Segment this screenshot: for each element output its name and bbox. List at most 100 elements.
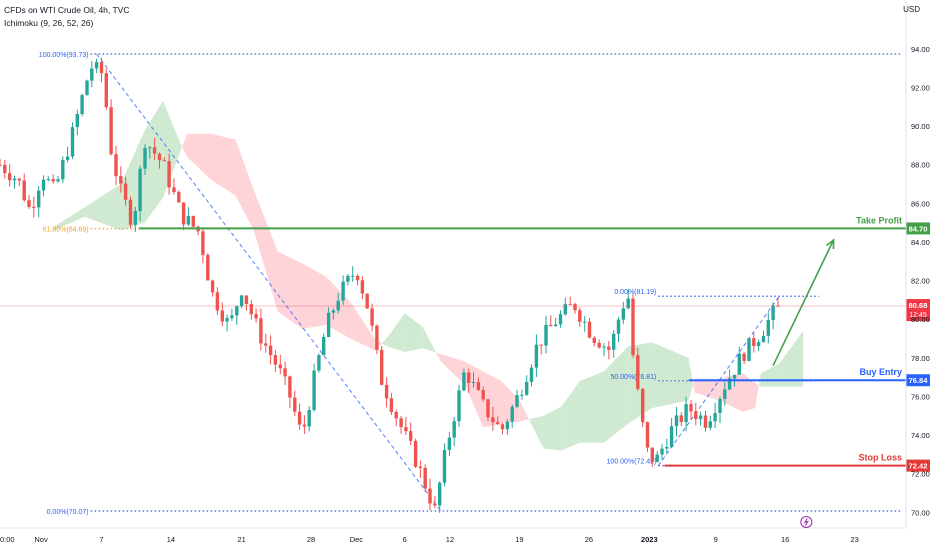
candle-body (99, 62, 104, 74)
candle-body (727, 378, 732, 390)
candle-body (573, 304, 577, 311)
fib-down-label: 0.00%(70.07) (47, 509, 89, 516)
indicator-legend[interactable]: Ichimoku (9, 26, 52, 26) (4, 18, 94, 28)
candle-body (162, 160, 166, 162)
candle-body (254, 314, 258, 319)
candle-body (12, 178, 17, 181)
candle-body (597, 342, 601, 348)
candle-body (766, 320, 770, 336)
candle-body (616, 319, 621, 334)
candle-body (399, 418, 403, 428)
kumo-segment (277, 251, 302, 329)
lightning-glyph (803, 518, 810, 526)
x-tick-label: Dec (350, 535, 364, 544)
fib-down-label: 100.00%(93.73) (39, 52, 89, 59)
candle-body (341, 281, 345, 301)
kumo-segment (579, 371, 604, 443)
candle-body (708, 421, 712, 428)
buy_entry-tag-bg (906, 374, 930, 387)
kumo-segment (604, 346, 629, 443)
kumo-segment (693, 379, 695, 393)
x-tick-label: 19 (515, 535, 523, 544)
buy_entry-label: Buy Entry (859, 367, 902, 377)
y-tick-label: 80.00 (911, 315, 930, 324)
candle-body (259, 318, 263, 344)
kumo-segment (84, 184, 121, 231)
y-tick-label: 70.00 (911, 508, 930, 517)
kumo-segment (779, 330, 804, 387)
candle-body (46, 179, 50, 181)
candle-body (133, 211, 137, 225)
candle-body (650, 447, 654, 462)
candle-body (621, 308, 625, 320)
candle-body (365, 293, 369, 309)
candle-body (225, 318, 229, 322)
candle-body (471, 382, 476, 384)
candle-body (558, 314, 563, 325)
candle-body (669, 426, 674, 448)
candle-body (718, 399, 722, 413)
candle-body (428, 488, 432, 504)
candle-body (128, 199, 133, 225)
candle-body (119, 176, 123, 184)
candle-body (674, 415, 679, 427)
x-tick-label: 16 (781, 535, 789, 544)
candle-body (563, 304, 567, 315)
kumo-segment (404, 313, 423, 352)
candle-body (491, 417, 495, 423)
fib-down-trendline (96, 53, 442, 512)
candle-body (771, 305, 775, 320)
candle-body (631, 298, 635, 356)
candle-body (80, 95, 84, 114)
candle-body (752, 338, 756, 346)
candle-body (486, 399, 490, 418)
candle-body (496, 422, 500, 425)
kumo-segment (761, 363, 780, 387)
candle-body (602, 346, 606, 348)
candle-body (278, 364, 282, 369)
y-tick-label: 72.00 (911, 470, 930, 479)
kumo-segment (465, 361, 484, 428)
x-tick-label: 6 (403, 535, 407, 544)
target-arrow-shaft (772, 239, 835, 366)
take_profit-tag-bg (906, 222, 930, 235)
candle-body (578, 310, 582, 322)
candle-body (346, 275, 350, 282)
stop_loss-tag-bg (906, 459, 930, 472)
candle-body (370, 308, 374, 326)
candle-body (191, 216, 195, 227)
candle-body (17, 178, 21, 181)
candle-body (123, 183, 128, 200)
candle-body (665, 447, 669, 449)
candle-body (336, 300, 340, 311)
candle-body (742, 353, 746, 361)
kumo-segment (670, 350, 689, 405)
kumo-segment (501, 381, 520, 424)
x-tick-label: 12 (446, 535, 454, 544)
candle-body (302, 424, 307, 427)
candle-body (220, 310, 224, 322)
fib-up-label: 50.00%(76.81) (610, 374, 656, 381)
candle-body (645, 422, 650, 448)
candle-body (481, 390, 485, 400)
x-tick-label: 2023 (641, 535, 658, 544)
kumo-segment (436, 352, 441, 362)
x-tick-label: 0:00 (0, 535, 15, 544)
x-tick-label: 21 (237, 535, 245, 544)
candle-body (723, 389, 727, 399)
x-tick-label: 28 (307, 535, 315, 544)
candle-body (747, 338, 751, 361)
candle-body (201, 231, 205, 255)
last-price-countdown: 12:45 (909, 312, 927, 319)
candle-body (568, 304, 572, 306)
candle-body (264, 343, 268, 346)
candle-body (317, 355, 321, 371)
candle-body (65, 156, 70, 160)
candle-body (157, 153, 162, 161)
y-tick-label: 82.00 (911, 277, 930, 286)
candle-body (51, 179, 55, 182)
candle-body (525, 381, 529, 395)
chart-header: CFDs on WTI Crude Oil, 4h, TVC Ichimoku … (4, 4, 129, 30)
